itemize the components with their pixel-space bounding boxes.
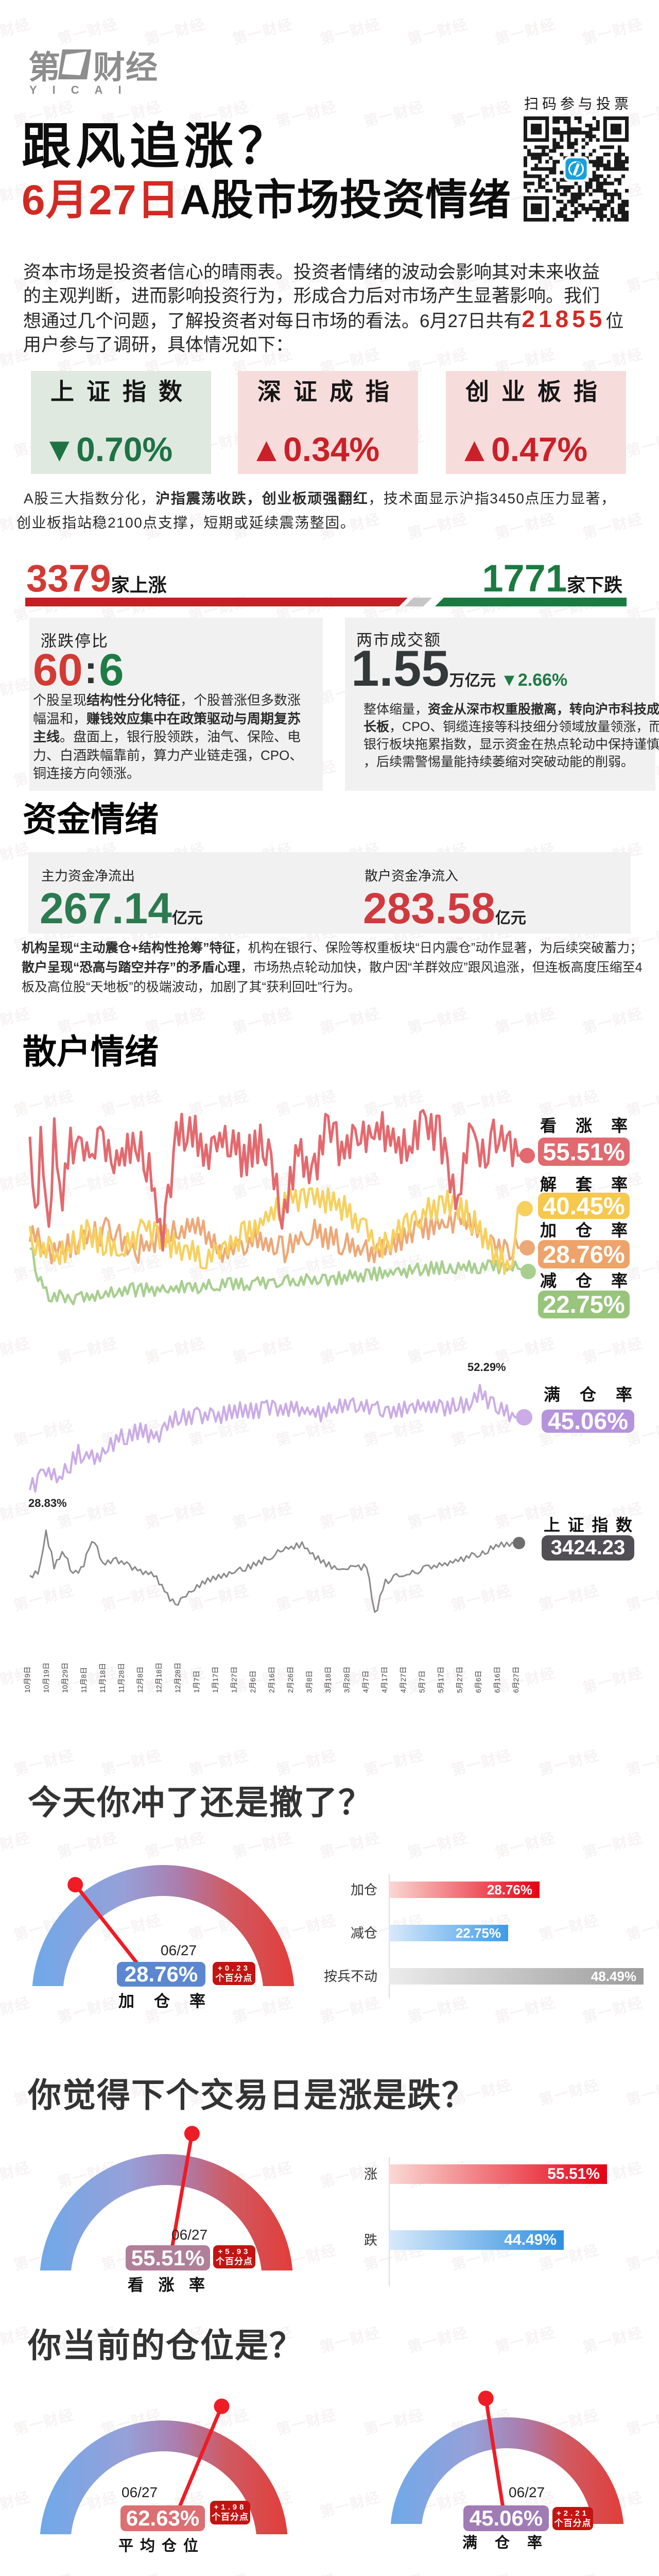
svg-text:10月19日: 10月19日: [42, 1663, 50, 1693]
svg-text:2月16日: 2月16日: [268, 1667, 276, 1693]
svg-text:1月17日: 1月17日: [211, 1667, 219, 1693]
svg-text:4月7日: 4月7日: [361, 1670, 370, 1693]
svg-text:4月27日: 4月27日: [399, 1667, 407, 1693]
svg-text:11月18日: 11月18日: [98, 1663, 107, 1693]
svg-text:财经: 财经: [93, 50, 158, 86]
svg-text:2月26日: 2月26日: [286, 1667, 294, 1693]
svg-text:10月29日: 10月29日: [61, 1663, 69, 1693]
svg-text:3月28日: 3月28日: [343, 1667, 351, 1693]
svg-text:5月17日: 5月17日: [437, 1667, 445, 1693]
svg-text:12月8日: 12月8日: [136, 1667, 144, 1693]
svg-text:YICAI: YICAI: [29, 83, 137, 96]
svg-text:6月16日: 6月16日: [493, 1667, 501, 1693]
svg-text:6月27日: 6月27日: [512, 1667, 520, 1693]
svg-text:4月17日: 4月17日: [380, 1667, 389, 1693]
svg-text:3月18日: 3月18日: [324, 1667, 332, 1693]
svg-text:10月9日: 10月9日: [23, 1667, 31, 1693]
svg-text:5月7日: 5月7日: [418, 1670, 426, 1693]
svg-text:11月28日: 11月28日: [117, 1663, 126, 1693]
svg-text:2月6日: 2月6日: [249, 1670, 257, 1693]
svg-text:5月27日: 5月27日: [456, 1667, 464, 1693]
svg-text:3月8日: 3月8日: [305, 1670, 314, 1693]
svg-text:12月28日: 12月28日: [174, 1663, 182, 1693]
svg-text:11月8日: 11月8日: [80, 1667, 88, 1693]
svg-text:6月6日: 6月6日: [474, 1670, 482, 1693]
svg-text:1月7日: 1月7日: [193, 1670, 201, 1693]
svg-text:第: 第: [28, 50, 61, 86]
svg-text:1月27日: 1月27日: [230, 1667, 238, 1693]
svg-text:12月18日: 12月18日: [155, 1663, 163, 1693]
